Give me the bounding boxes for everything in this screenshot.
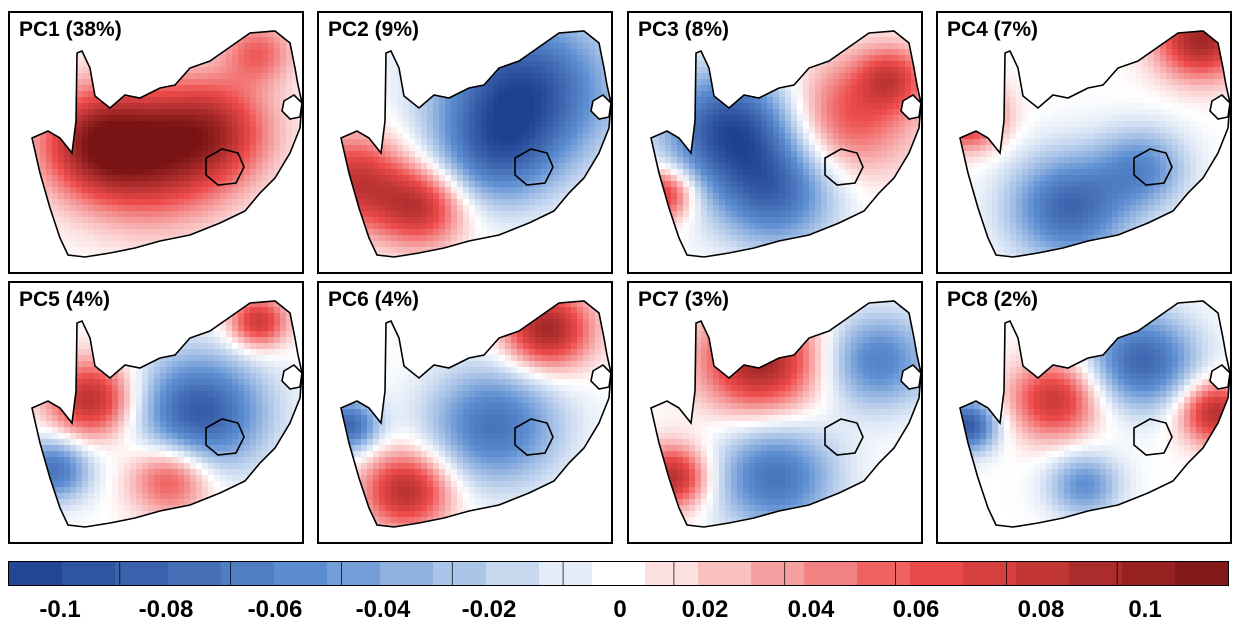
lesotho-border (514, 418, 554, 456)
map-field (31, 30, 302, 258)
colorbar-swatch (539, 562, 593, 585)
panel-label: PC5 (4%) (19, 288, 111, 311)
colorbar-swatch (1069, 562, 1123, 585)
country-border (31, 30, 302, 258)
colorbar-swatch (221, 562, 275, 585)
colorbar-swatch (327, 562, 381, 585)
colorbar-tick-label: -0.06 (247, 596, 303, 623)
map-panel-pc1: PC1 (38%) (8, 11, 304, 274)
map-field (340, 30, 611, 258)
swaziland-border (900, 363, 921, 390)
lesotho-border (1133, 148, 1173, 186)
colorbar-tick-label: -0.1 (39, 596, 81, 623)
map-panel-pc3: PC3 (8%) (627, 11, 923, 274)
colorbar-swatch (274, 562, 328, 585)
colorbar-swatch (645, 562, 699, 585)
map-panel-pc5: PC5 (4%) (8, 281, 304, 544)
panel-label: PC3 (8%) (638, 18, 730, 41)
country-border (340, 300, 611, 528)
swaziland-border (281, 93, 302, 120)
map-panel-pc7: PC7 (3%) (627, 281, 923, 544)
colorbar-swatch (1175, 562, 1228, 585)
panel-label: PC2 (9%) (328, 18, 420, 41)
colorbar-tick-label: -0.08 (138, 596, 194, 623)
colorbar-swatch (751, 562, 805, 585)
colorbar-swatch (804, 562, 858, 585)
map-field (650, 300, 921, 528)
country-border (31, 300, 302, 528)
colorbar-tick-label: 0.08 (1017, 596, 1065, 623)
colorbar-swatch (9, 562, 63, 585)
colorbar-swatch (115, 562, 169, 585)
colorbar-tick-label: 0 (613, 596, 627, 623)
panel-label: PC8 (2%) (947, 288, 1039, 311)
colorbar-swatch (433, 562, 487, 585)
map-field (959, 300, 1230, 528)
colorbar-swatch (62, 562, 116, 585)
map-panel-pc2: PC2 (9%) (317, 11, 613, 274)
lesotho-border (1133, 418, 1173, 456)
colorbar-swatch (1122, 562, 1176, 585)
colorbar-tick-label: 0.02 (681, 596, 729, 623)
colorbar-tick-label: 0.04 (787, 596, 835, 623)
map-field (959, 30, 1230, 258)
country-border (959, 30, 1230, 258)
colorbar (8, 561, 1229, 586)
swaziland-border (1209, 363, 1230, 390)
map-panel-pc4: PC4 (7%) (936, 11, 1232, 274)
lesotho-border (824, 418, 864, 456)
colorbar-swatch (592, 562, 646, 585)
map-panel-pc8: PC8 (2%) (936, 281, 1232, 544)
colorbar-swatch (910, 562, 964, 585)
colorbar-swatch (486, 562, 540, 585)
map-panel-pc6: PC6 (4%) (317, 281, 613, 544)
country-border (650, 30, 921, 258)
panel-label: PC7 (3%) (638, 288, 730, 311)
lesotho-border (205, 148, 245, 186)
colorbar-swatch (963, 562, 1017, 585)
map-field (31, 300, 302, 528)
swaziland-border (281, 363, 302, 390)
panel-label: PC6 (4%) (328, 288, 420, 311)
country-border (959, 300, 1230, 528)
colorbar-swatch (380, 562, 434, 585)
country-border (650, 300, 921, 528)
colorbar-swatch (698, 562, 752, 585)
colorbar-swatch (168, 562, 222, 585)
lesotho-border (514, 148, 554, 186)
colorbar-tick-label: 0.06 (892, 596, 940, 623)
colorbar-tick-label: -0.02 (461, 596, 517, 623)
colorbar-swatch (1016, 562, 1070, 585)
panel-label: PC4 (7%) (947, 18, 1039, 41)
map-field (650, 30, 921, 258)
swaziland-border (1209, 93, 1230, 120)
colorbar-tick-label: -0.04 (355, 596, 411, 623)
colorbar-tick-label: 0.1 (1128, 596, 1162, 623)
swaziland-border (590, 363, 611, 390)
lesotho-border (824, 148, 864, 186)
swaziland-border (900, 93, 921, 120)
swaziland-border (590, 93, 611, 120)
colorbar-swatch (857, 562, 911, 585)
lesotho-border (205, 418, 245, 456)
panel-label: PC1 (38%) (19, 18, 122, 41)
country-border (340, 30, 611, 258)
map-field (340, 300, 611, 528)
